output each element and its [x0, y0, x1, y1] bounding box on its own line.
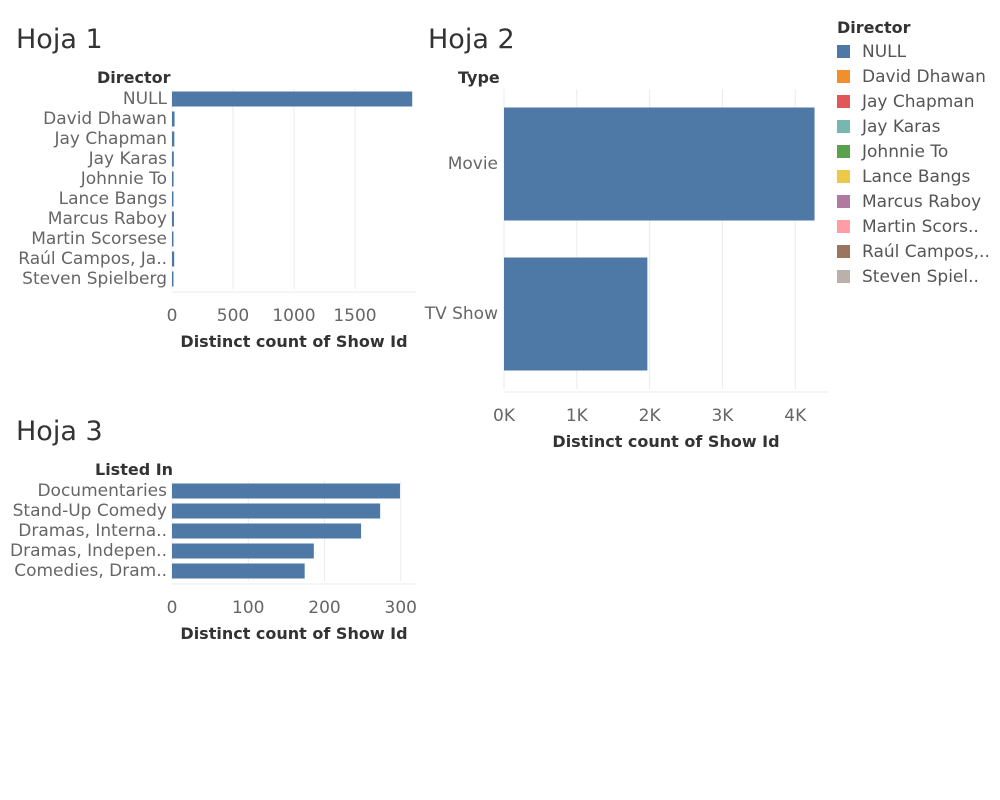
hoja1-category-label: Steven Spielberg	[22, 269, 167, 289]
hoja1-bar[interactable]	[172, 231, 174, 247]
hoja1-x-tick-label: 1000	[272, 306, 315, 326]
hoja1-bar[interactable]	[172, 111, 175, 127]
hoja1-bar[interactable]	[172, 91, 413, 107]
legend-item[interactable]: Jay Chapman	[837, 89, 997, 114]
hoja3-category-label: Dramas, Interna..	[18, 521, 167, 541]
hoja2-row-header: Type	[458, 68, 500, 87]
hoja1-title: Hoja 1	[16, 24, 103, 55]
legend-item[interactable]: Lance Bangs	[837, 164, 997, 189]
legend-item[interactable]: Steven Spiel..	[837, 264, 997, 289]
legend-label: Martin Scors..	[862, 216, 979, 237]
hoja3-title: Hoja 3	[16, 416, 103, 447]
legend-label: Steven Spiel..	[862, 266, 979, 287]
hoja1-bar[interactable]	[172, 191, 174, 207]
hoja2-x-tick-label: 3K	[711, 406, 734, 426]
hoja3-row-header: Listed In	[95, 460, 174, 479]
hoja1-category-label: NULL	[123, 89, 168, 109]
hoja3-x-tick-label: 200	[308, 598, 340, 618]
hoja3-category-label: Documentaries	[37, 481, 167, 501]
legend-item[interactable]: NULL	[837, 39, 997, 64]
legend-label: Marcus Raboy	[862, 191, 982, 212]
legend-swatch	[837, 270, 850, 283]
legend-label: Johnnie To	[862, 141, 949, 162]
hoja1-category-label: Jay Karas	[88, 149, 168, 169]
hoja2-x-axis-title: Distinct count of Show Id	[552, 432, 780, 451]
hoja1-x-axis-title: Distinct count of Show Id	[180, 332, 408, 351]
hoja3-bar[interactable]	[172, 563, 305, 579]
legend-label: Raúl Campos,..	[862, 241, 990, 262]
legend-label: David Dhawan	[862, 66, 986, 87]
hoja2-x-tick-label: 0K	[493, 406, 516, 426]
hoja3-category-label: Stand-Up Comedy	[13, 501, 167, 521]
hoja3-x-axis-title: Distinct count of Show Id	[180, 624, 408, 643]
hoja1-category-label: Martin Scorsese	[31, 229, 167, 249]
legend-label: Jay Karas	[862, 116, 941, 137]
hoja2-category-label: Movie	[448, 154, 498, 174]
hoja1-x-tick-label: 0	[167, 306, 178, 326]
legend-swatch	[837, 145, 850, 158]
hoja1-category-label: Jay Chapman	[53, 129, 167, 149]
legend-swatch	[837, 195, 850, 208]
legend-item[interactable]: Marcus Raboy	[837, 189, 997, 214]
hoja1-x-tick-label: 500	[217, 306, 249, 326]
hoja1-bar[interactable]	[172, 271, 174, 287]
legend-swatch	[837, 120, 850, 133]
legend-item[interactable]: Martin Scors..	[837, 214, 997, 239]
hoja3-bar[interactable]	[172, 483, 400, 499]
legend-title: Director	[837, 18, 911, 37]
legend-swatch	[837, 220, 850, 233]
legend-swatch	[837, 70, 850, 83]
hoja3-category-label: Comedies, Dram..	[14, 561, 167, 581]
hoja1-category-label: Marcus Raboy	[48, 209, 167, 229]
hoja1-bar[interactable]	[172, 251, 175, 267]
legend-label: NULL	[862, 41, 907, 62]
hoja2-x-tick-label: 1K	[566, 406, 589, 426]
hoja2-bar[interactable]	[504, 107, 815, 221]
legend-swatch	[837, 45, 850, 58]
legend-swatch	[837, 245, 850, 258]
hoja1-row-header: Director	[97, 68, 171, 87]
director-legend[interactable]: Director NULL David Dhawan Jay Chapman Jay …	[837, 17, 997, 289]
legend-label: Lance Bangs	[862, 166, 971, 187]
hoja2-x-tick-label: 4K	[784, 406, 807, 426]
legend-item[interactable]: Jay Karas	[837, 114, 997, 139]
hoja3-category-label: Dramas, Indepen..	[10, 541, 167, 561]
hoja1-bar[interactable]	[172, 151, 174, 167]
hoja3-bar[interactable]	[172, 503, 381, 519]
hoja1-bar[interactable]	[172, 211, 174, 227]
hoja1-bar[interactable]	[172, 171, 174, 187]
hoja1-category-label: Johnnie To	[80, 169, 167, 189]
hoja1-category-label: Raúl Campos, Ja..	[18, 249, 167, 269]
hoja2-category-label: TV Show	[424, 304, 498, 324]
hoja2-x-tick-label: 2K	[639, 406, 662, 426]
legend-item[interactable]: David Dhawan	[837, 64, 997, 89]
hoja3-x-tick-label: 300	[385, 598, 417, 618]
legend-item[interactable]: Raúl Campos,..	[837, 239, 997, 264]
hoja1-bar[interactable]	[172, 131, 175, 147]
hoja3-x-tick-label: 100	[232, 598, 264, 618]
hoja1-category-label: Lance Bangs	[59, 189, 168, 209]
hoja2-bar[interactable]	[504, 257, 648, 371]
legend-swatch	[837, 95, 850, 108]
hoja2-title: Hoja 2	[428, 24, 515, 55]
legend-label: Jay Chapman	[862, 91, 975, 112]
hoja3-x-tick-label: 0	[167, 598, 178, 618]
hoja3-bar[interactable]	[172, 543, 314, 559]
legend-item[interactable]: Johnnie To	[837, 139, 997, 164]
legend-swatch	[837, 170, 850, 183]
hoja1-category-label: David Dhawan	[43, 109, 167, 129]
hoja3-bar[interactable]	[172, 523, 362, 539]
hoja1-x-tick-label: 1500	[333, 306, 376, 326]
